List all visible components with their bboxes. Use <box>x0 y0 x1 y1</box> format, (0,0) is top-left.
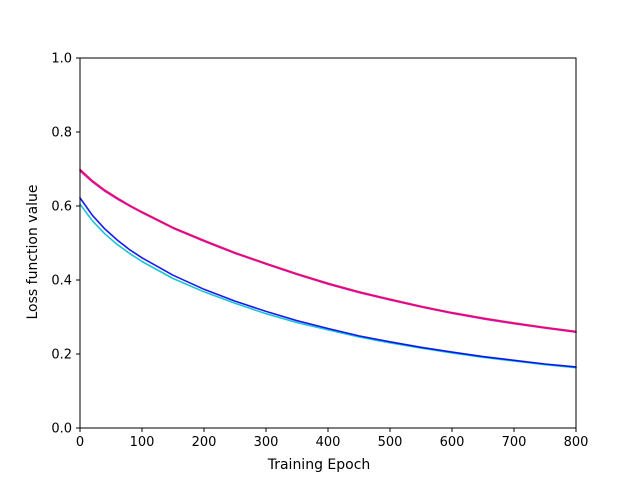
y-tick-label-3: 0.6 <box>51 200 72 215</box>
series-layer <box>79 168 577 369</box>
x-tick-label-4: 400 <box>316 435 341 450</box>
y-tick-label-4: 0.8 <box>51 126 72 141</box>
x-tick-label-5: 500 <box>378 435 403 450</box>
x-tick-label-7: 700 <box>502 435 527 450</box>
series-line-1 <box>79 168 577 333</box>
x-tick-label-6: 600 <box>440 435 465 450</box>
y-tick-label-5: 1.0 <box>51 52 72 67</box>
x-tick-label-2: 200 <box>192 435 217 450</box>
y-tick-label-0: 0.0 <box>51 422 72 437</box>
x-tick-label-8: 800 <box>564 435 589 450</box>
y-axis-label: Loss function value <box>25 184 41 319</box>
x-tick-label-0: 0 <box>76 435 84 450</box>
x-tick-label-1: 100 <box>130 435 155 450</box>
y-axis: 0.0 0.2 0.4 0.6 0.8 1.0 <box>51 52 80 437</box>
y-tick-label-1: 0.2 <box>51 348 72 363</box>
x-axis: 0 100 200 300 400 500 600 700 800 <box>76 428 589 450</box>
x-axis-label: Training Epoch <box>267 457 371 473</box>
y-tick-label-2: 0.4 <box>51 274 72 289</box>
x-tick-label-3: 300 <box>254 435 279 450</box>
series-line-3 <box>79 197 577 368</box>
